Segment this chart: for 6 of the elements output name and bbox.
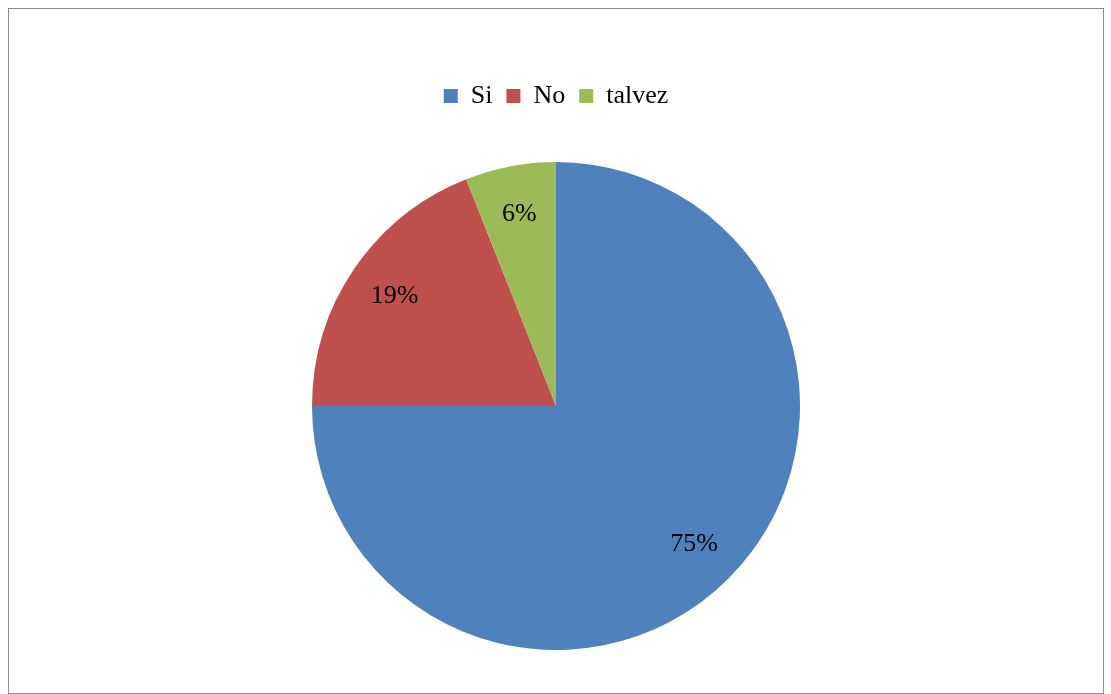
data-label: 19% <box>370 280 419 310</box>
legend-label: talvez <box>606 79 669 109</box>
data-label: 6% <box>502 198 537 228</box>
data-label: 75% <box>670 527 718 557</box>
legend-label: Si <box>470 79 493 109</box>
legend-label: No <box>533 79 566 109</box>
